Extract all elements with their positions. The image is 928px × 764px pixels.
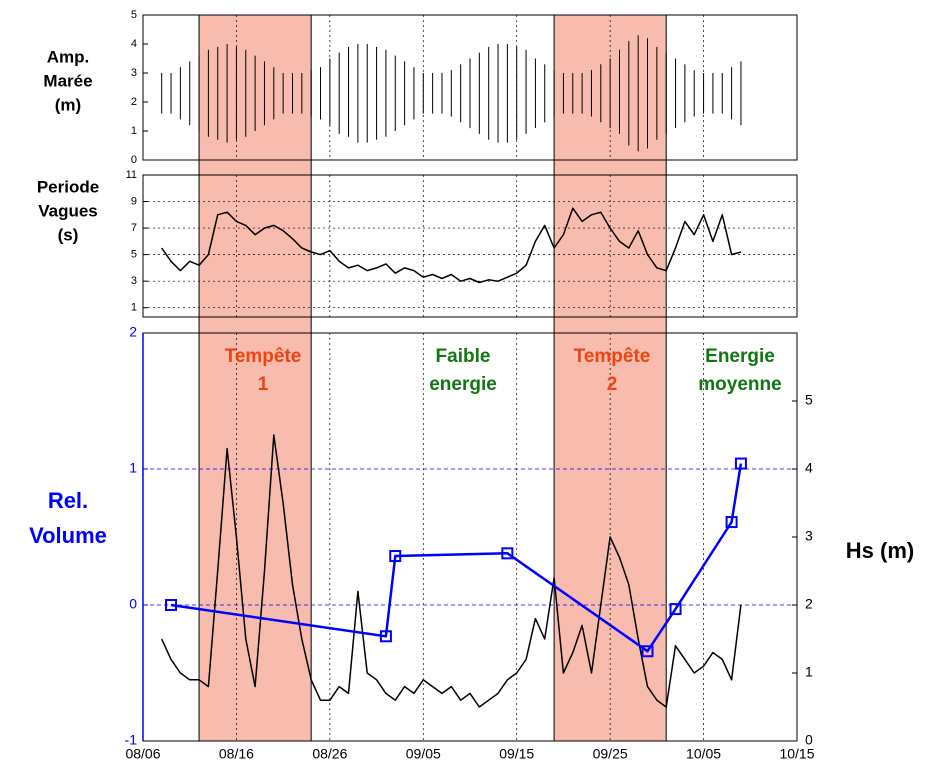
y2-tick-label: 3 xyxy=(805,528,813,544)
y-axis-label: (s) xyxy=(58,225,79,244)
x-tick-label: 08/26 xyxy=(312,746,347,762)
marker xyxy=(165,599,178,611)
y-tick-label: 9 xyxy=(131,195,137,207)
series-line xyxy=(170,463,743,653)
x-tick-label: 10/15 xyxy=(779,746,814,762)
marker xyxy=(501,547,514,560)
y-tick-label: 5 xyxy=(131,9,137,21)
y2-tick-label: 0 xyxy=(805,732,813,748)
annotation: moyenne xyxy=(698,374,781,395)
annotation: Energie xyxy=(705,346,775,367)
y-axis-label: Rel. xyxy=(48,488,88,513)
y-tick-label: 1 xyxy=(129,460,137,476)
annotation: Faible xyxy=(436,346,491,367)
y-tick-label: 7 xyxy=(131,222,137,234)
series-line xyxy=(161,434,742,708)
series-line xyxy=(161,207,742,284)
y-tick-label: 0 xyxy=(131,154,137,166)
y2-tick-label: 1 xyxy=(805,664,813,680)
x-tick-label: 08/16 xyxy=(219,746,254,762)
y-tick-label: -1 xyxy=(125,732,138,748)
panel-frame xyxy=(142,14,798,161)
marker xyxy=(641,645,654,658)
y-axis-label: (m) xyxy=(55,95,81,114)
x-tick-label: 09/15 xyxy=(499,746,534,762)
marker xyxy=(379,630,392,643)
marker xyxy=(669,603,682,616)
panel-frame xyxy=(142,174,798,318)
annotation: Tempête xyxy=(574,346,651,367)
x-tick-label: 10/05 xyxy=(686,746,721,762)
annotation: 1 xyxy=(258,374,269,395)
annotation: Tempête xyxy=(225,346,302,367)
y-tick-label: 5 xyxy=(131,249,137,261)
marker xyxy=(734,457,747,470)
y-tick-label: 2 xyxy=(129,324,137,340)
y-axis-label: Vagues xyxy=(38,201,98,220)
y-tick-label: 4 xyxy=(131,38,137,50)
y-tick-label: 0 xyxy=(129,596,137,612)
y-axis-label: Amp. xyxy=(47,47,90,66)
y2-tick-label: 4 xyxy=(805,460,813,476)
marker xyxy=(389,550,402,563)
x-tick-label: 08/06 xyxy=(125,746,160,762)
x-tick-label: 09/05 xyxy=(406,746,441,762)
y-tick-label: 1 xyxy=(131,125,137,137)
marker xyxy=(725,516,738,529)
annotation: energie xyxy=(429,374,497,395)
y-tick-label: 2 xyxy=(131,96,137,108)
y2-tick-label: 2 xyxy=(805,596,813,612)
y-tick-label: 11 xyxy=(126,169,137,181)
y2-axis-label: Hs (m) xyxy=(846,538,914,563)
y-tick-label: 3 xyxy=(131,275,137,287)
x-tick-label: 09/25 xyxy=(593,746,628,762)
y-tick-label: 3 xyxy=(131,67,137,79)
y-tick-label: 1 xyxy=(131,302,137,314)
y-axis-label: Periode xyxy=(37,177,99,196)
y2-tick-label: 5 xyxy=(805,392,813,408)
y-axis-label: Volume xyxy=(29,523,107,548)
y-axis-label: Marée xyxy=(43,71,92,90)
annotation: 2 xyxy=(607,374,618,395)
